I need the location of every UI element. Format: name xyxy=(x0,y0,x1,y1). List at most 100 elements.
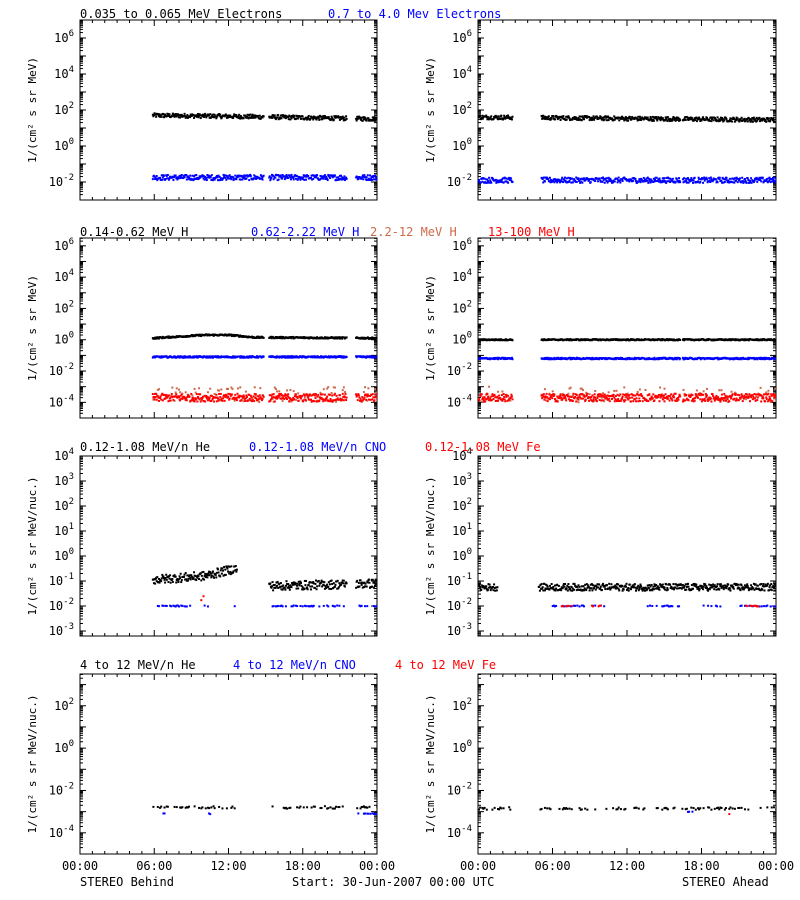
data-point xyxy=(562,178,565,181)
data-point xyxy=(151,393,154,396)
plot-frame xyxy=(79,19,378,201)
data-point xyxy=(567,176,570,179)
data-point xyxy=(198,177,201,180)
data-point xyxy=(659,179,662,182)
data-point xyxy=(603,118,606,121)
data-point xyxy=(204,112,207,115)
data-point xyxy=(729,120,732,123)
data-point xyxy=(356,176,359,179)
data-point xyxy=(710,118,713,121)
data-point xyxy=(580,177,583,180)
data-point xyxy=(334,116,337,119)
data-point xyxy=(774,181,776,184)
data-point xyxy=(318,399,321,402)
data-point xyxy=(252,114,255,117)
data-point xyxy=(541,116,544,119)
data-point xyxy=(690,118,693,121)
data-point xyxy=(328,174,331,177)
data-point xyxy=(199,333,202,336)
data-point xyxy=(775,356,776,359)
data-point xyxy=(211,355,214,358)
data-point xyxy=(287,396,290,399)
data-point xyxy=(679,339,682,342)
data-point xyxy=(314,175,317,178)
data-point xyxy=(330,391,333,394)
data-point xyxy=(373,116,376,119)
data-point xyxy=(284,175,287,178)
data-point xyxy=(615,389,618,392)
data-point xyxy=(722,118,725,121)
data-point xyxy=(370,337,373,340)
data-point xyxy=(204,175,207,178)
data-point xyxy=(771,180,774,183)
data-point xyxy=(358,116,361,119)
data-point xyxy=(309,115,312,118)
data-point xyxy=(646,116,649,119)
data-point xyxy=(235,114,238,117)
data-point xyxy=(705,116,708,119)
data-point xyxy=(317,115,320,118)
data-point xyxy=(287,393,290,396)
data-point xyxy=(627,117,630,120)
data-point xyxy=(315,400,318,403)
data-point xyxy=(542,176,545,179)
data-point xyxy=(323,175,326,178)
data-point xyxy=(154,113,157,116)
data-point xyxy=(216,179,219,182)
data-point xyxy=(721,117,724,120)
data-point xyxy=(226,114,229,117)
y-tick-label: 106 xyxy=(54,29,74,45)
data-point xyxy=(302,176,305,179)
y-tick-label: 10-2 xyxy=(447,362,472,378)
data-point xyxy=(758,356,761,359)
data-point xyxy=(166,174,169,177)
data-point xyxy=(646,176,649,179)
data-point xyxy=(311,174,314,177)
data-point xyxy=(625,117,628,120)
data-point xyxy=(604,358,607,361)
data-point xyxy=(220,177,223,180)
data-point xyxy=(583,177,586,180)
data-point xyxy=(321,393,324,396)
data-point xyxy=(237,115,240,118)
data-point xyxy=(278,390,281,393)
data-point xyxy=(184,115,187,118)
data-point xyxy=(639,117,642,120)
data-point xyxy=(600,396,603,399)
data-point xyxy=(272,393,275,396)
y-tick-label: 100 xyxy=(452,331,472,347)
data-point xyxy=(193,400,196,403)
data-point xyxy=(341,392,344,395)
data-point xyxy=(493,356,496,359)
data-point xyxy=(345,177,348,180)
data-point xyxy=(183,112,186,115)
data-point xyxy=(318,178,321,181)
data-point xyxy=(735,179,738,182)
data-point xyxy=(722,120,725,123)
data-point xyxy=(223,176,226,179)
data-point xyxy=(746,177,749,180)
data-point xyxy=(317,393,320,396)
data-point xyxy=(376,176,377,179)
data-point xyxy=(581,389,584,392)
data-point xyxy=(217,399,220,402)
data-point xyxy=(297,177,300,180)
data-point xyxy=(660,338,663,341)
data-point xyxy=(740,358,743,361)
data-point xyxy=(372,396,375,399)
data-point xyxy=(755,116,758,119)
panel-title-row1-0: 0.14-0.62 MeV H xyxy=(80,225,188,239)
y-tick-label: 100 xyxy=(452,137,472,153)
data-point xyxy=(291,356,294,359)
data-point xyxy=(479,181,482,184)
data-point xyxy=(211,398,214,401)
data-point xyxy=(760,356,763,359)
data-point xyxy=(559,116,562,119)
data-point xyxy=(206,399,209,402)
data-point xyxy=(218,113,221,116)
data-point xyxy=(698,117,701,120)
data-point xyxy=(722,181,725,184)
data-point xyxy=(290,117,293,120)
data-point xyxy=(294,398,297,401)
data-point xyxy=(737,119,740,122)
